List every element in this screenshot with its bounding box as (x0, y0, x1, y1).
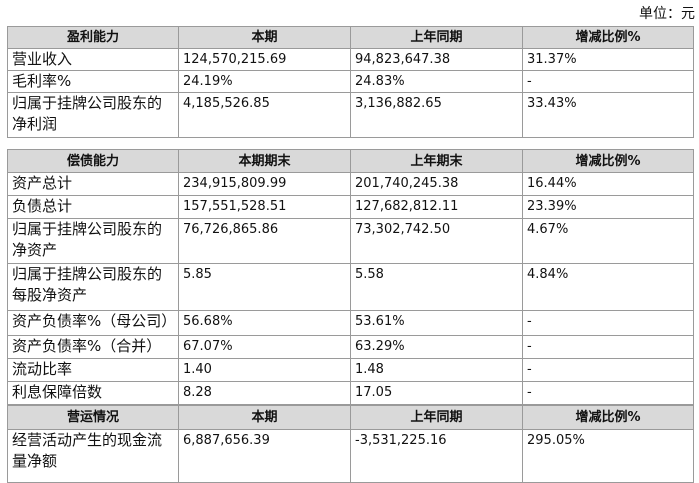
value-cell: 1.48 (350, 358, 523, 382)
value-cell: 3,136,882.65 (350, 92, 523, 138)
value-cell: 31.37% (522, 48, 694, 71)
value-cell: 16.44% (522, 172, 694, 196)
value-cell: 1.40 (178, 358, 351, 382)
value-cell: 4.84% (522, 263, 694, 311)
data-row: 营业收入 124,570,215.69 94,823,647.38 31.37% (7, 48, 694, 71)
value-cell: 157,551,528.51 (178, 195, 351, 219)
value-cell: 53.61% (350, 310, 523, 336)
report-tables: 盈利能力 本期 上年同期 增减比例% 营业收入 124,570,215.69 94,823,… (7, 26, 694, 483)
value-cell: 33.43% (522, 92, 694, 138)
value-cell: - (522, 335, 694, 359)
row-label: 营业收入 (7, 48, 179, 71)
row-label: 利息保障倍数 (7, 381, 179, 405)
value-cell: 234,915,809.99 (178, 172, 351, 196)
header-row: 营运情况 本期 上年同期 增减比例% (7, 405, 694, 430)
header-cell: 盈利能力 (7, 26, 179, 49)
section-gap (7, 138, 693, 149)
header-cell: 本期 (178, 405, 351, 430)
value-cell: - (522, 310, 694, 336)
value-cell: -3,531,225.16 (350, 429, 523, 483)
row-label: 毛利率% (7, 70, 179, 93)
row-label: 归属于挂牌公司股东的净利润 (7, 92, 179, 138)
value-cell: - (522, 381, 694, 405)
value-cell: 5.85 (178, 263, 351, 311)
data-row: 毛利率% 24.19% 24.83% - (7, 70, 694, 93)
value-cell: - (522, 358, 694, 382)
header-cell: 本期 (178, 26, 351, 49)
value-cell: - (522, 70, 694, 93)
header-cell: 增减比例% (522, 405, 694, 430)
value-cell: 56.68% (178, 310, 351, 336)
value-cell: 24.19% (178, 70, 351, 93)
header-cell: 增减比例% (522, 149, 694, 173)
data-row: 经营活动产生的现金流量净额 6,887,656.39 -3,531,225.16 29… (7, 429, 694, 483)
data-row: 归属于挂牌公司股东的净利润 4,185,526.85 3,136,882.65 33.… (7, 92, 694, 138)
header-cell: 本期期末 (178, 149, 351, 173)
value-cell: 63.29% (350, 335, 523, 359)
value-cell: 73,302,742.50 (350, 218, 523, 264)
value-cell: 23.39% (522, 195, 694, 219)
value-cell: 295.05% (522, 429, 694, 483)
data-row: 流动比率 1.40 1.48- (7, 358, 694, 382)
value-cell: 4.67% (522, 218, 694, 264)
header-cell: 上年同期 (350, 26, 523, 49)
unit-label: 单位：元 (639, 7, 695, 22)
data-row: 资产负债率%（合并） 67.07% 63.29% - (7, 335, 694, 359)
data-row: 归属于挂牌公司股东的每股净资产 5.85 5.58 4.84% (7, 263, 694, 311)
row-label: 经营活动产生的现金流量净额 (7, 429, 179, 483)
value-cell: 8.28 (178, 381, 351, 405)
row-label: 流动比率 (7, 358, 179, 382)
header-row: 偿债能力 本期期末 上年期末 增减比例% (7, 149, 694, 173)
row-label: 归属于挂牌公司股东的净资产 (7, 218, 179, 264)
header-row: 盈利能力 本期 上年同期 增减比例% (7, 26, 694, 49)
header-cell: 上年期末 (350, 149, 523, 173)
row-label: 归属于挂牌公司股东的每股净资产 (7, 263, 179, 311)
value-cell: 127,682,812.11 (350, 195, 523, 219)
section-table: 偿债能力 本期期末 上年期末 增减比例% 资产总计 234,915,809.99 201,7… (7, 149, 694, 405)
value-cell: 124,570,215.69 (178, 48, 351, 71)
header-cell: 上年同期 (350, 405, 523, 430)
header-cell: 营运情况 (7, 405, 179, 430)
row-label: 负债总计 (7, 195, 179, 219)
value-cell: 5.58 (350, 263, 523, 311)
data-row: 负债总计 157,551,528.51 127,682,812.11 23.39% (7, 195, 694, 219)
value-cell: 67.07% (178, 335, 351, 359)
header-cell: 增减比例% (522, 26, 694, 49)
value-cell: 201,740,245.38 (350, 172, 523, 196)
value-cell: 6,887,656.39 (178, 429, 351, 483)
value-cell: 4,185,526.85 (178, 92, 351, 138)
value-cell: 24.83% (350, 70, 523, 93)
value-cell: 76,726,865.86 (178, 218, 351, 264)
section-table: 盈利能力 本期 上年同期 增减比例% 营业收入 124,570,215.69 94,823,… (7, 26, 694, 138)
header-cell: 偿债能力 (7, 149, 179, 173)
data-row: 利息保障倍数 8.28 17.05- (7, 381, 694, 405)
section-table: 营运情况 本期 上年同期 增减比例% 经营活动产生的现金流量净额 6,887,656.39… (7, 405, 694, 483)
row-label: 资产负债率%（合并） (7, 335, 179, 359)
data-row: 资产负债率%（母公司） 56.68% 53.61% - (7, 310, 694, 336)
row-label: 资产负债率%（母公司） (7, 310, 179, 336)
value-cell: 94,823,647.38 (350, 48, 523, 71)
data-row: 归属于挂牌公司股东的净资产 76,726,865.86 73,302,742.50 4… (7, 218, 694, 264)
value-cell: 17.05 (350, 381, 523, 405)
row-label: 资产总计 (7, 172, 179, 196)
data-row: 资产总计 234,915,809.99 201,740,245.38 16.44% (7, 172, 694, 196)
